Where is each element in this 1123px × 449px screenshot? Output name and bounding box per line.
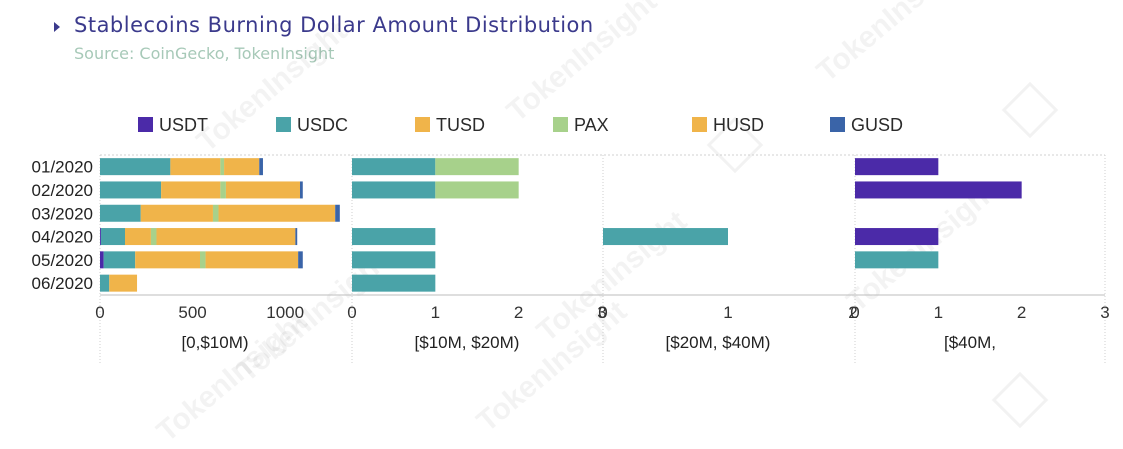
bar-segment-usdc	[100, 158, 171, 176]
category-label: 05/2020	[32, 251, 93, 270]
bar-segment-usdc	[603, 228, 728, 246]
bar-segment-usdc	[352, 181, 436, 199]
bar-segment-pax	[220, 181, 226, 199]
category-label: 03/2020	[32, 204, 93, 223]
bar-segment-usdt	[100, 228, 101, 246]
tick-label: 0	[598, 303, 607, 322]
bar-segment-pax	[150, 228, 157, 246]
bar-segment-pax	[220, 158, 225, 176]
tick-label: 1000	[266, 303, 304, 322]
bar-segment-usdt	[855, 228, 939, 246]
bar-segment-pax	[435, 181, 519, 199]
legend-label-pax: PAX	[574, 115, 609, 135]
panel-axis-label: [0,$10M)	[181, 333, 248, 352]
panel-axis-label: [$10M, $20M)	[415, 333, 520, 352]
legend-swatch-usdt	[138, 117, 153, 132]
legend-label-husd: HUSD	[713, 115, 764, 135]
bar-segment-gusd	[300, 181, 303, 199]
legend-label-tusd: TUSD	[436, 115, 485, 135]
legend-label-usdc: USDC	[297, 115, 348, 135]
legend-label-usdt: USDT	[159, 115, 208, 135]
legend-label-gusd: GUSD	[851, 115, 903, 135]
tick-label: 2	[514, 303, 523, 322]
bar-segment-husd	[218, 204, 336, 222]
legend-swatch-pax	[553, 117, 568, 132]
bar-segment-usdc	[100, 181, 162, 199]
bar-segment-usdc	[352, 251, 436, 269]
bar-segment-usdc	[100, 204, 141, 222]
bullet-icon	[54, 21, 60, 32]
bar-segment-tusd	[170, 158, 221, 176]
chart-title: Stablecoins Burning Dollar Amount Distri…	[74, 13, 594, 37]
tick-label: 3	[1100, 303, 1109, 322]
legend-swatch-gusd	[830, 117, 845, 132]
bar-segment-usdc	[103, 251, 136, 269]
bar-segment-usdt	[855, 181, 1022, 199]
bar-segment-usdt	[855, 158, 939, 176]
chart-source: Source: CoinGecko, TokenInsight	[74, 44, 335, 63]
bar-segment-gusd	[259, 158, 263, 176]
tick-label: 0	[850, 303, 859, 322]
bar-segment-pax	[435, 158, 519, 176]
bar-segment-pax	[200, 251, 206, 269]
bar-segment-usdc	[352, 274, 436, 292]
stacked-bar-chart: USDT USDC TUSD PAX HUSD GUSD 01/2020 02/2020 03/…	[32, 115, 1110, 365]
bar-segment-husd	[156, 228, 296, 246]
bar-segment-usdc	[100, 228, 125, 246]
bar-segment-tusd	[125, 228, 151, 246]
bar-segment-usdc	[855, 251, 939, 269]
bar-segment-gusd	[335, 204, 340, 222]
bar-segment-usdc	[352, 158, 436, 176]
legend-swatch-tusd	[415, 117, 430, 132]
tick-label: 0	[95, 303, 104, 322]
bar-segment-gusd	[298, 251, 303, 269]
category-label: 04/2020	[32, 228, 93, 247]
tick-label: 1	[723, 303, 732, 322]
title-row: Stablecoins Burning Dollar Amount Distri…	[54, 12, 594, 38]
bar-segment-tusd	[109, 274, 138, 292]
category-label: 01/2020	[32, 158, 93, 177]
category-label: 06/2020	[32, 274, 93, 293]
tick-label: 500	[178, 303, 206, 322]
bar-segment-usdt	[100, 251, 104, 269]
bar-segment-tusd	[140, 204, 213, 222]
bar-segment-husd	[224, 158, 260, 176]
bar-segment-gusd	[295, 228, 298, 246]
bar-segment-tusd	[135, 251, 200, 269]
tick-label: 1	[431, 303, 440, 322]
legend-swatch-usdc	[276, 117, 291, 132]
tick-label: 0	[347, 303, 356, 322]
panel-axis-label: [$20M, $40M)	[666, 333, 771, 352]
bar-segment-husd	[205, 251, 299, 269]
tick-label: 2	[848, 303, 857, 322]
category-label: 02/2020	[32, 181, 93, 200]
tick-label: 1	[934, 303, 943, 322]
bar-segment-usdc	[352, 228, 436, 246]
tick-label: 3	[597, 303, 606, 322]
bar-segment-husd	[225, 181, 300, 199]
tick-label: 2	[1017, 303, 1026, 322]
bar-segment-tusd	[161, 181, 221, 199]
legend-swatch-husd	[692, 117, 707, 132]
panel-axis-label: [$40M,	[944, 333, 996, 352]
bar-segment-pax	[212, 204, 219, 222]
bar-segment-usdc	[100, 274, 110, 292]
